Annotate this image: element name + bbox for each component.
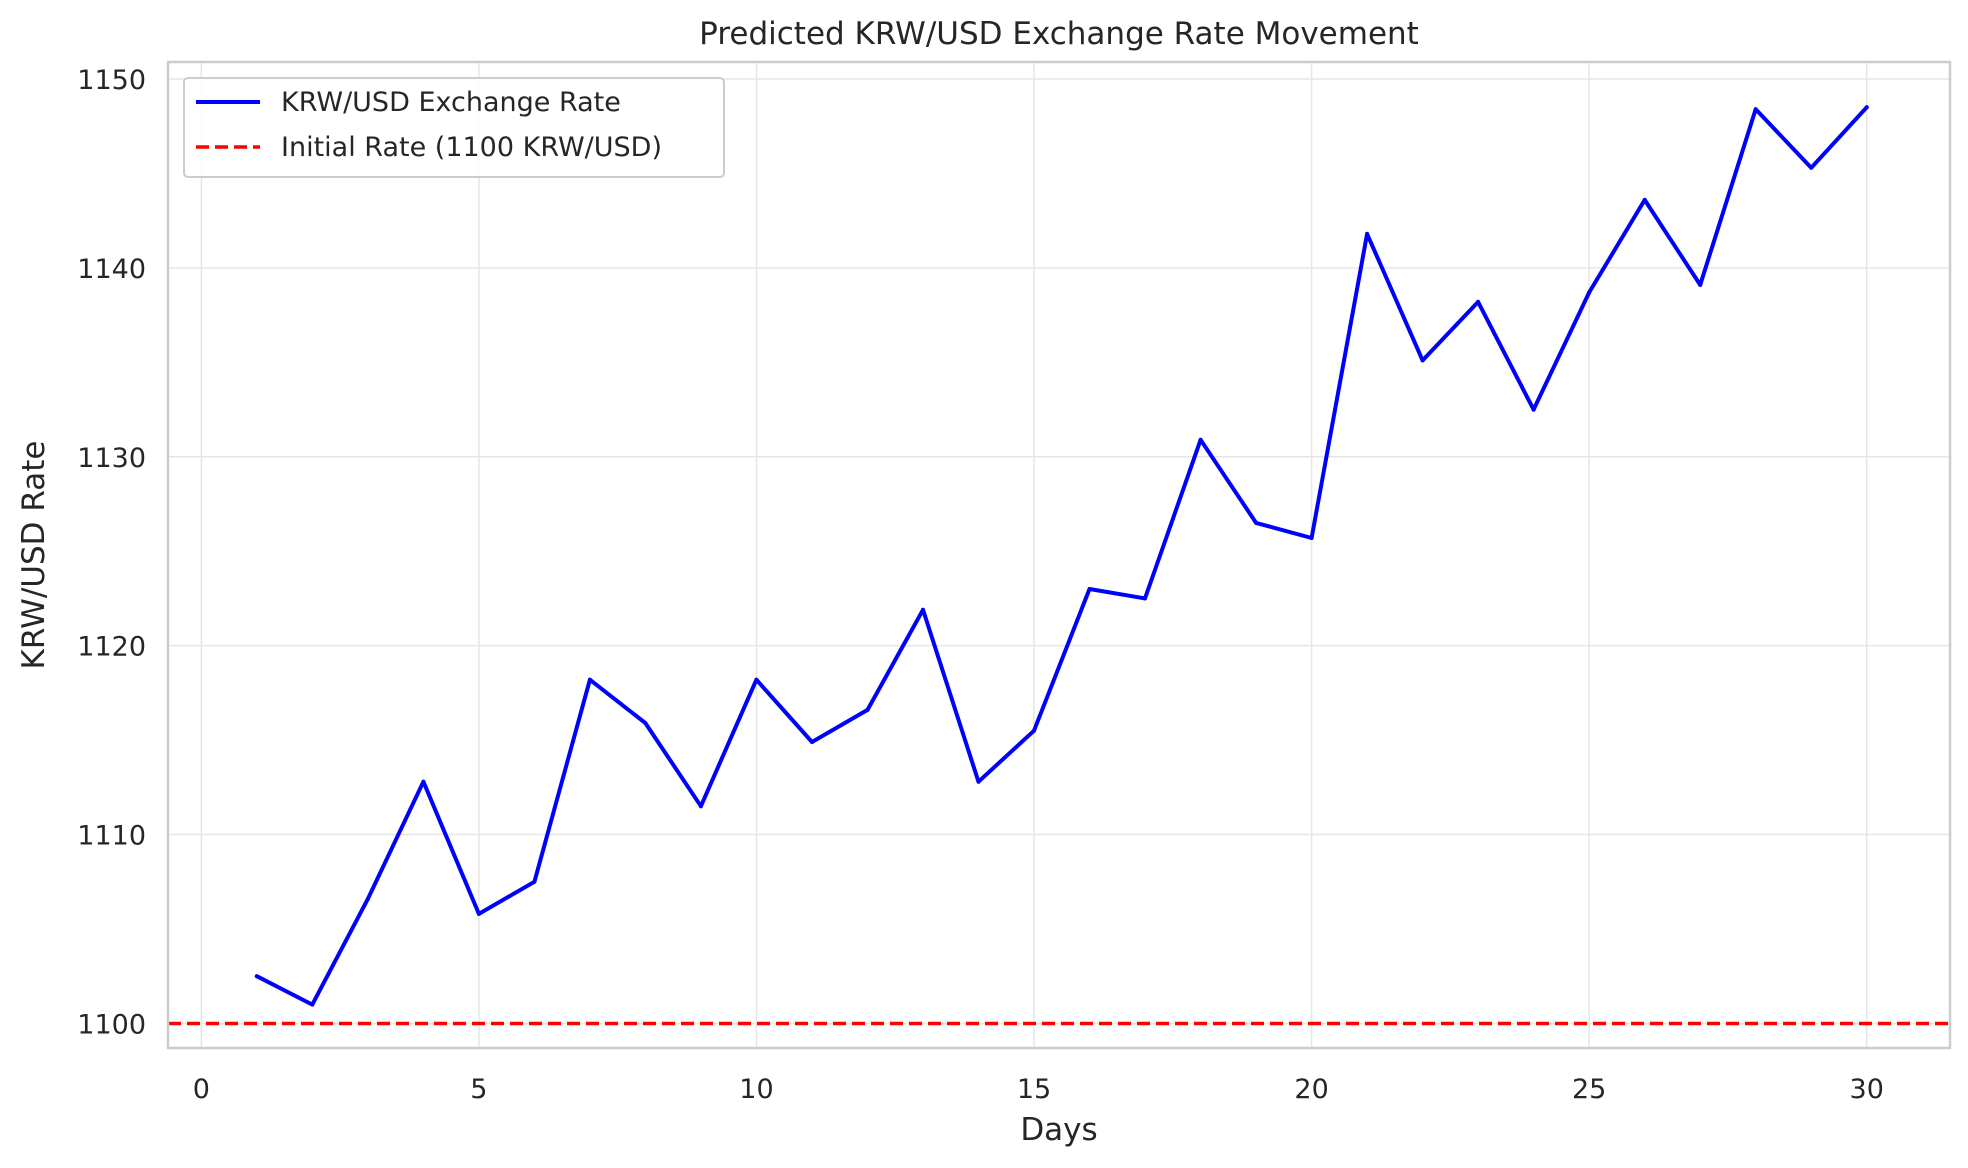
grid xyxy=(168,62,1950,1048)
exchange-rate-point xyxy=(310,1002,315,1007)
legend-box xyxy=(183,77,725,178)
exchange-rate-point xyxy=(1254,520,1259,525)
legend-label-exchange-rate: KRW/USD Exchange Rate xyxy=(281,87,621,118)
exchange-rate-point xyxy=(1365,231,1370,236)
exchange-rate-point xyxy=(865,707,870,712)
exchange-rate-point xyxy=(532,879,537,884)
plot-frame xyxy=(166,60,1952,1050)
x-tick-label: 10 xyxy=(739,1074,773,1105)
exchange-rate-point xyxy=(1864,105,1869,110)
exchange-rate-point xyxy=(476,911,481,916)
y-tick-label: 1110 xyxy=(77,821,146,852)
legend: KRW/USD Exchange Rate Initial Rate (1100… xyxy=(183,77,725,178)
legend-label-initial-rate: Initial Rate (1100 KRW/USD) xyxy=(281,132,662,163)
exchange-rate-point xyxy=(587,677,592,682)
axis-ticks: 0 5 10 15 20 25 30 1100 1110 1120 1130 1140 1150 xyxy=(77,65,1884,1105)
exchange-rate-point xyxy=(810,740,814,744)
x-tick-label: 15 xyxy=(1017,1074,1051,1105)
exchange-rate-point xyxy=(1531,407,1536,412)
x-tick-label: 25 xyxy=(1572,1074,1606,1105)
exchange-rate-point xyxy=(1809,165,1814,170)
exchange-rate-point xyxy=(754,677,759,682)
x-tick-label: 30 xyxy=(1850,1074,1884,1105)
y-axis-label: KRW/USD Rate xyxy=(16,441,52,670)
exchange-rate-point xyxy=(1032,728,1036,733)
chart-title: Predicted KRW/USD Exchange Rate Movement xyxy=(699,16,1419,52)
exchange-rate-point xyxy=(1587,290,1592,295)
exchange-rate-point xyxy=(365,896,370,901)
exchange-rate-point xyxy=(698,804,703,809)
plot-area xyxy=(168,105,1950,1026)
exchange-rate-point xyxy=(1198,437,1203,442)
y-tick-label: 1140 xyxy=(77,254,146,285)
exchange-rate-point xyxy=(643,721,648,726)
exchange-rate-line xyxy=(254,105,1869,1007)
y-tick-label: 1100 xyxy=(77,1009,146,1040)
exchange-rate-point xyxy=(1698,282,1703,287)
exchange-rate-point xyxy=(1420,358,1425,363)
x-tick-label: 20 xyxy=(1294,1074,1328,1105)
exchange-rate-point xyxy=(921,607,925,612)
y-tick-label: 1130 xyxy=(77,443,146,474)
x-tick-label: 5 xyxy=(470,1074,487,1105)
exchange-rate-point xyxy=(976,779,981,784)
exchange-rate-point xyxy=(1476,299,1481,304)
exchange-rate-point xyxy=(421,779,426,784)
y-tick-label: 1150 xyxy=(77,65,146,96)
exchange-rate-point xyxy=(1087,587,1092,591)
exchange-rate-point xyxy=(1143,596,1147,601)
exchange-rate-point xyxy=(1309,536,1314,540)
y-tick-label: 1120 xyxy=(77,632,146,663)
exchange-rate-point xyxy=(254,974,259,979)
exchange-rate-point xyxy=(1642,197,1647,202)
exchange-rate-point xyxy=(1753,107,1758,112)
x-axis-label: Days xyxy=(1020,1112,1097,1148)
x-tick-label: 0 xyxy=(193,1074,210,1105)
